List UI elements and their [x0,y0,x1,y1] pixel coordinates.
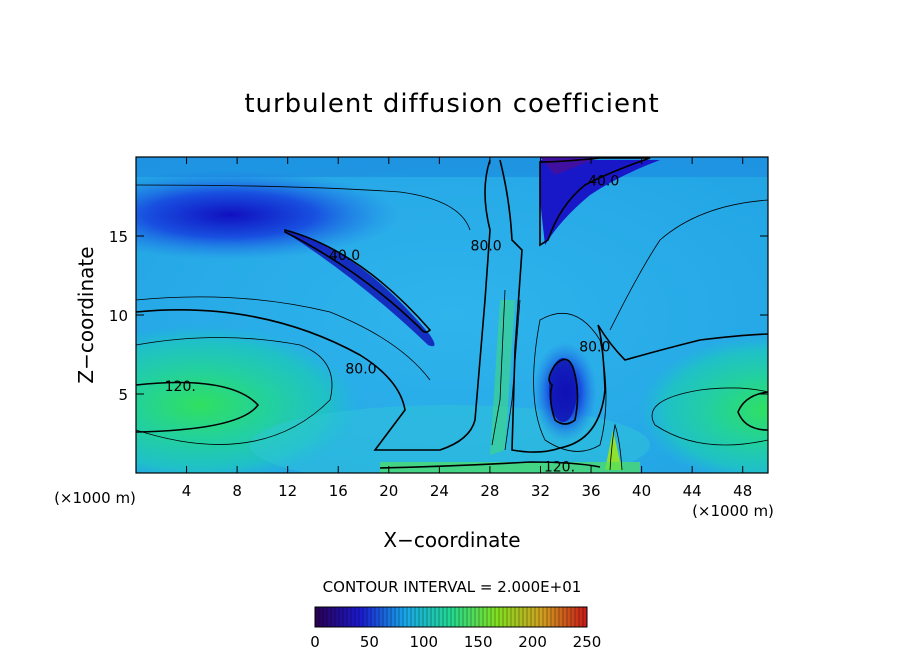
x-tick-label: 40 [632,482,651,500]
contour-label: 80.0 [579,340,610,356]
y-tick-label: 15 [109,228,128,246]
colorbar-tick-label: 150 [464,633,493,651]
contour-label: 120. [544,460,575,476]
contour-thick [136,381,260,433]
contour-label: 40.0 [588,174,619,190]
contour-thin [609,199,768,331]
x-tick-label: 16 [329,482,348,500]
field-blue-inner [549,358,577,422]
y-tick-label: 5 [118,386,128,404]
contour-thick [379,461,601,469]
contour-thick [737,391,768,431]
contour-thin [136,296,431,381]
field-green-left [136,325,360,473]
colorbar-tick-label: 0 [310,633,320,651]
contour-thin [651,387,768,446]
x-tick-label: 4 [182,482,192,500]
colorbar-ticks: 0 50 100 150 200 250 [310,633,601,651]
contour-thick [548,358,579,425]
z-unit-label: (×1000 m) [54,489,136,507]
y-tick-label: 10 [109,307,128,325]
chart-title: turbulent diffusion coefficient [244,89,659,119]
contour-thin [136,337,333,445]
contour-thin [136,184,471,231]
x-axis-label: X−coordinate [383,528,520,552]
x-tick-label: 48 [733,482,752,500]
field-blue-upper-left [136,170,400,260]
x-tick-label: 36 [581,482,600,500]
colorbar-stripes [318,607,584,627]
contour-label: 40.0 [329,248,360,264]
colorbar-tick-label: 50 [360,633,379,651]
x-tick-label: 44 [683,482,702,500]
x-tick-label: 20 [379,482,398,500]
contour-lines [136,157,768,471]
colorbar-tick-label: 200 [518,633,547,651]
field-green-spike [605,430,622,470]
x-axis-ticks: 4 8 12 16 20 24 28 32 36 40 44 48 [182,157,752,500]
colorbar-frame [314,606,588,628]
contour-thick [284,228,432,333]
contour-thick [539,157,651,247]
contour-thick [136,159,491,451]
colorbar-tick-label: 250 [573,633,602,651]
contour-label: 120. [165,379,196,395]
contour-labels: 120. 80.0 40.0 80.0 40.0 80.0 120. [165,174,620,476]
contour-interval-text: CONTOUR INTERVAL = 2.000E+01 [323,578,582,596]
field-blue-upper-right [540,160,660,245]
x-tick-label: 32 [531,482,550,500]
colorbar-tick-label: 100 [409,633,438,651]
plot-area: 120. 80.0 40.0 80.0 40.0 80.0 120. [136,157,768,476]
y-axis-ticks: 5 10 15 [109,228,768,404]
field-green-column [490,300,515,455]
field-blue-diagonal [285,230,435,347]
field-green-right [638,335,768,473]
field-bottom-band [380,462,640,473]
y-axis-label: Z−coordinate [74,246,98,383]
contour-thin [533,312,607,452]
contour-label: 80.0 [471,238,502,254]
x-tick-label: 8 [232,482,242,500]
x-tick-label: 12 [278,482,297,500]
x-tick-label: 28 [480,482,499,500]
x-tick-label: 24 [430,482,449,500]
contour-thin [609,423,623,471]
x-unit-label: (×1000 m) [692,502,774,520]
contour-thick [499,159,768,453]
contour-label: 80.0 [345,362,376,378]
contour-thin [491,289,521,451]
